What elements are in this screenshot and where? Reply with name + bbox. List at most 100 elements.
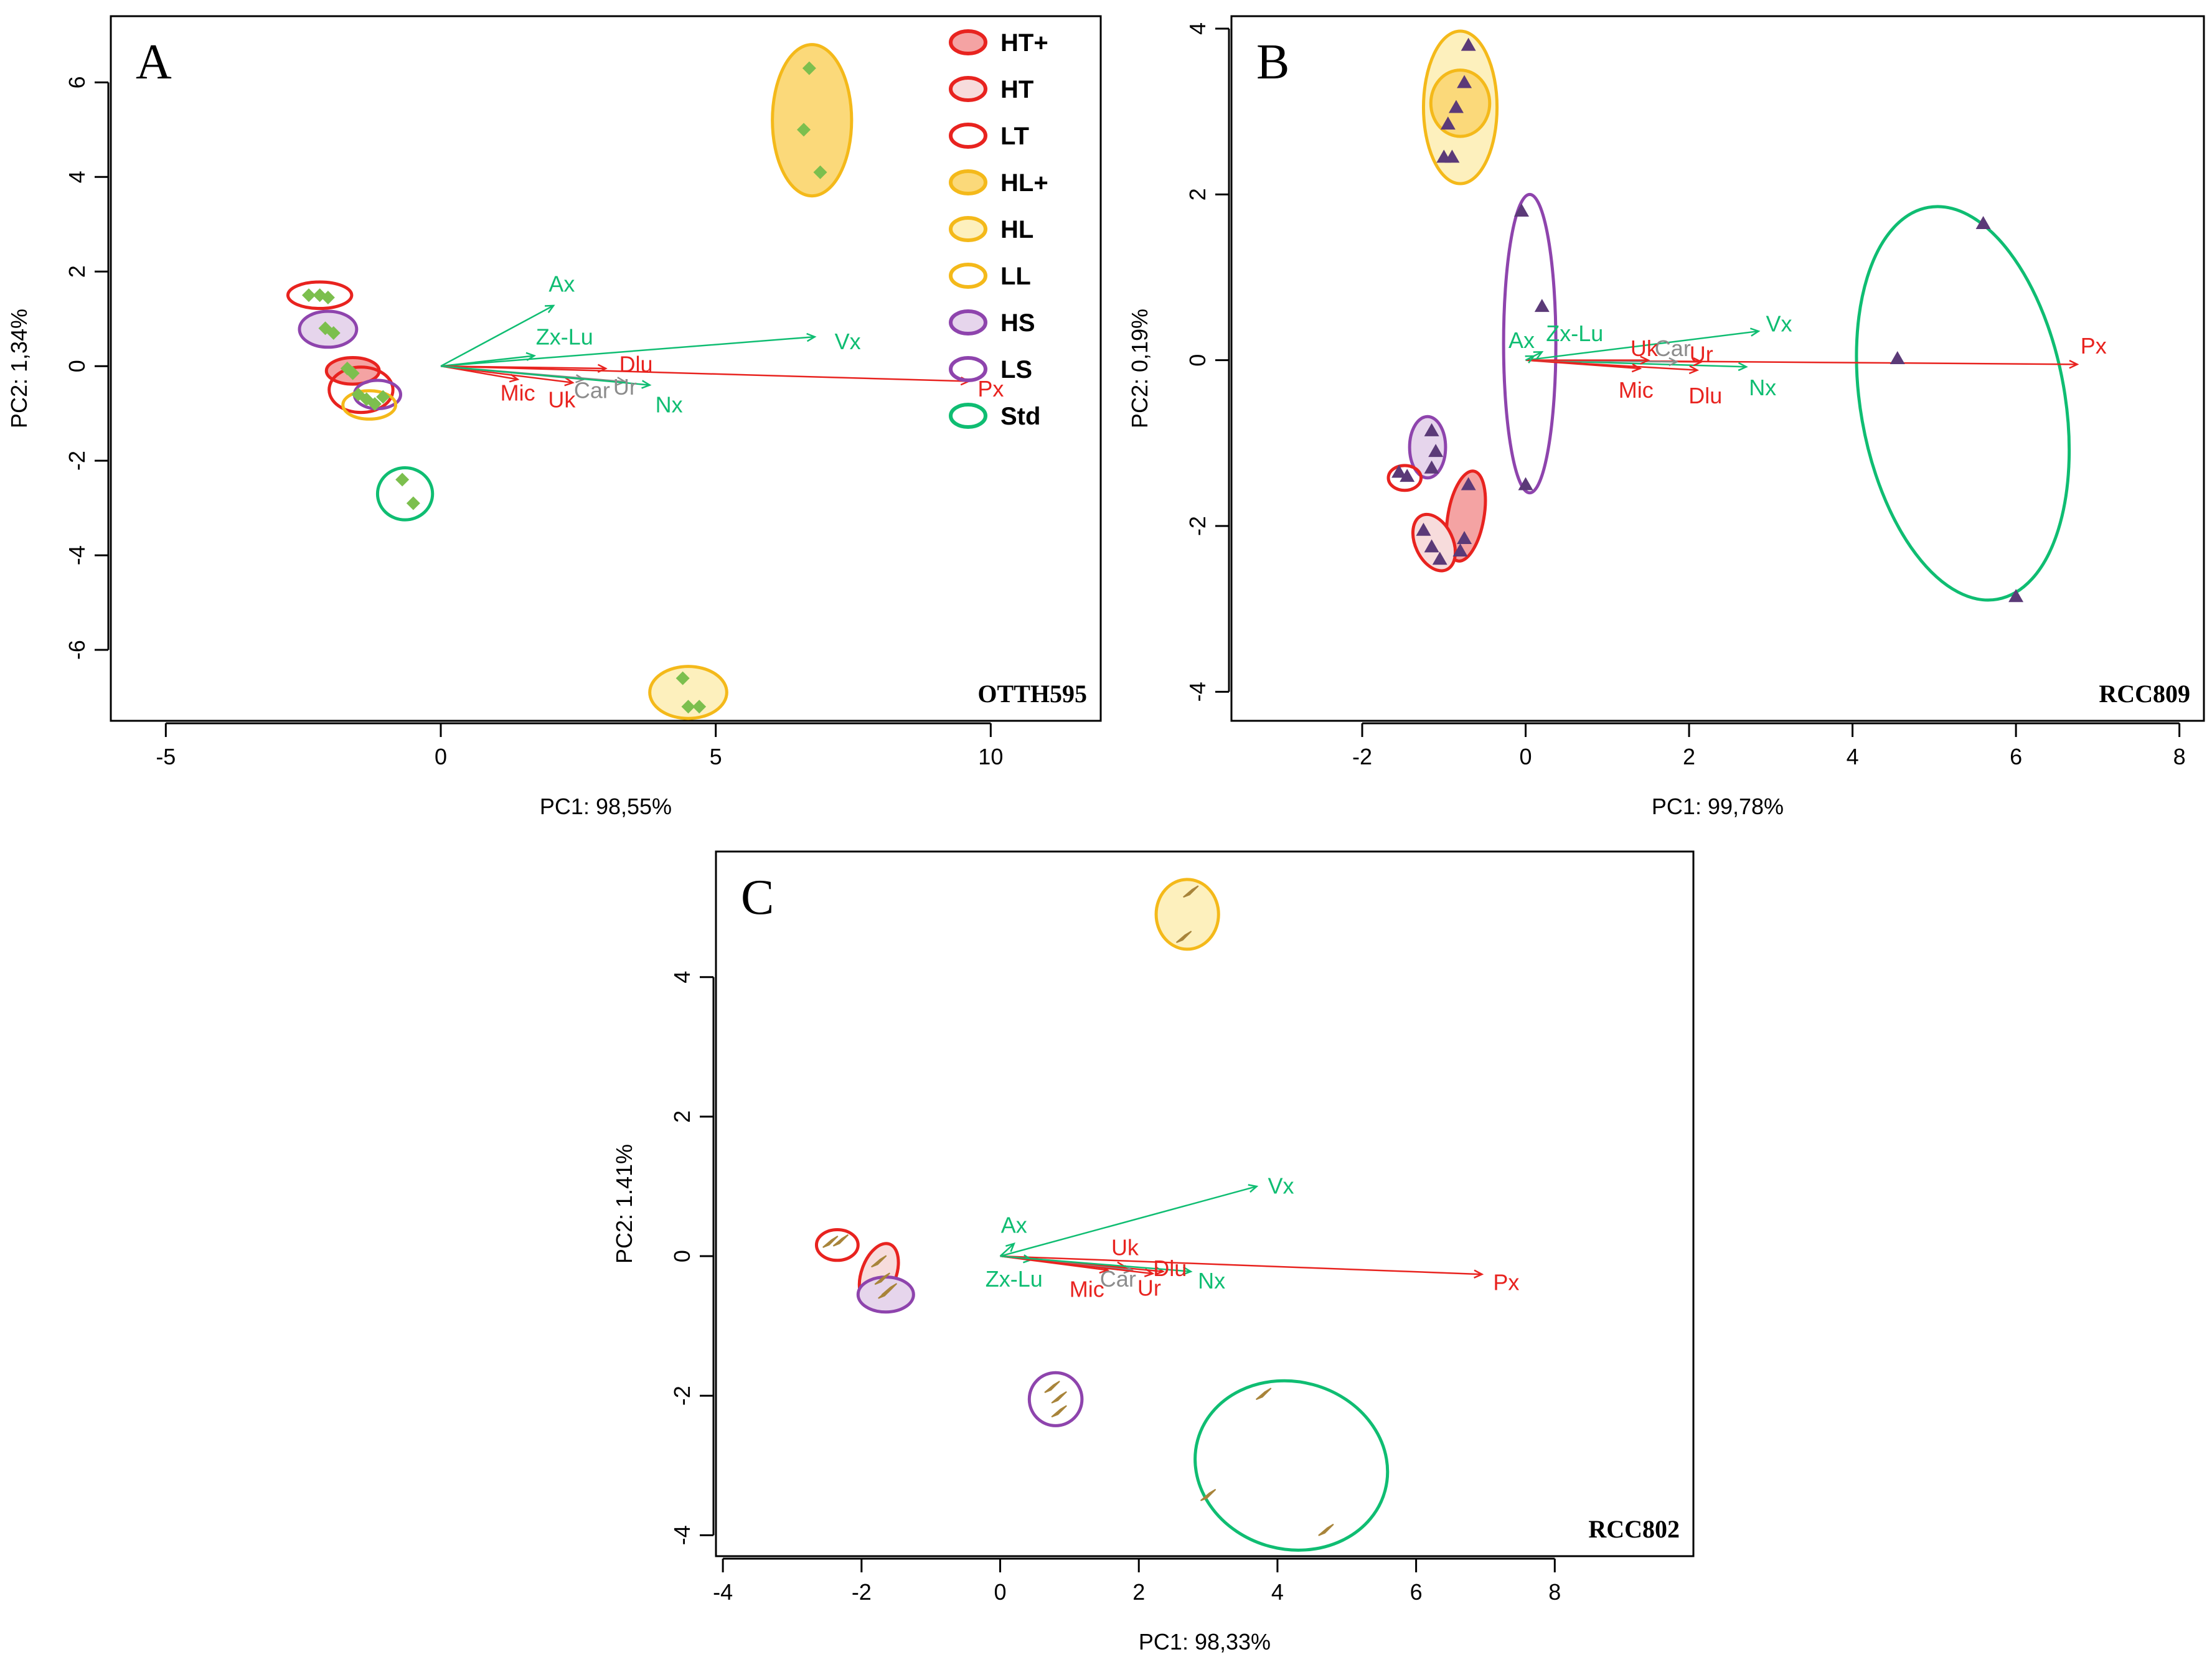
arrow-head: [1533, 351, 1544, 360]
y-tick-label: 4: [64, 171, 90, 183]
legend-item: HL: [949, 216, 1033, 243]
legend-swatch: [949, 216, 987, 242]
data-point: [802, 61, 816, 75]
ellipse-hl: [1154, 878, 1220, 951]
legend-item: Std: [949, 403, 1040, 430]
x-tick-label: 6: [2010, 744, 2022, 769]
ellipse-hl-plus: [1429, 68, 1492, 138]
loading-arrow: [440, 304, 554, 367]
strain-label: RCC809: [2099, 680, 2190, 708]
loading-label-px: Px: [1493, 1269, 1519, 1295]
data-point: [1890, 351, 1905, 365]
loading-label-mic: Mic: [1619, 377, 1654, 403]
data-point: [1975, 215, 1991, 229]
x-tick-label: -4: [713, 1579, 733, 1605]
data-point: [1448, 100, 1464, 113]
ellipse-std: [375, 466, 435, 522]
legend-swatch: [949, 309, 987, 336]
legend-item: HT: [949, 76, 1033, 103]
loading-label-ax: Ax: [548, 271, 575, 297]
data-point: [1432, 552, 1447, 565]
loading-label-ur: Ur: [1137, 1275, 1161, 1300]
arrow-head: [525, 352, 537, 361]
data-point: [1318, 1523, 1334, 1536]
loading-arrow: [440, 336, 815, 367]
x-tick-label: 8: [2173, 744, 2186, 769]
ellipse-std: [1855, 205, 2071, 602]
y-tick-label: 2: [669, 1110, 695, 1123]
y-tick-label: 0: [1185, 354, 1210, 367]
y-axis: -6 -4 -2 0 2 4 6 PC2: 1,34%: [6, 76, 110, 660]
data-point: [326, 326, 341, 340]
data-point: [1440, 116, 1456, 130]
loading-arrow: [1000, 1185, 1257, 1257]
loading-label-car: Car: [1100, 1266, 1136, 1292]
plot-frame: [1230, 15, 2205, 722]
y-tick-label: -4: [669, 1525, 695, 1545]
plot-frame: [715, 850, 1695, 1557]
arrow-head: [1182, 1266, 1193, 1275]
legend-swatch: [949, 356, 987, 382]
ellipse-hl: [648, 665, 728, 720]
legend-item: HT+: [949, 29, 1048, 57]
legend-item: LT: [949, 123, 1029, 150]
panel-letter: A: [136, 35, 172, 90]
x-tick-label: 5: [710, 744, 722, 769]
loading-label-ur: Ur: [613, 374, 637, 400]
data-point: [395, 472, 410, 487]
y-tick-label: 4: [669, 971, 695, 983]
x-axis-title: PC1: 98,33%: [1139, 1629, 1271, 1655]
legend-swatch: [949, 29, 987, 55]
loading-label-mic: Mic: [501, 380, 535, 405]
arrow-head: [1640, 355, 1650, 365]
loading-label-ax: Ax: [1001, 1213, 1027, 1238]
data-point: [1457, 75, 1472, 88]
data-point: [1044, 1381, 1060, 1393]
legend-label: HL+: [1000, 169, 1048, 197]
arrow-head: [2069, 360, 2079, 369]
loading-arrow: [1000, 1255, 1191, 1272]
arrow-head: [1631, 363, 1642, 373]
loading-label-dlu: Dlu: [1153, 1256, 1187, 1281]
loading-label-uk: Uk: [1111, 1234, 1139, 1260]
loading-arrow: [440, 355, 535, 367]
y-axis: -4 -2 0 2 4 PC2: 1.41%: [611, 971, 715, 1545]
data-point: [1424, 539, 1439, 553]
data-point: [376, 390, 390, 404]
strain-label: RCC802: [1588, 1515, 1680, 1543]
data-point: [1400, 469, 1415, 482]
x-axis: -5 0 5 10 PC1: 98,55%: [156, 722, 1003, 819]
arrow-head: [616, 377, 627, 386]
data-point: [1424, 423, 1439, 436]
ellipse-ht-plus: [1445, 469, 1487, 563]
data-point: [1452, 543, 1468, 556]
data-point: [406, 496, 420, 510]
arrow-head: [509, 373, 520, 383]
arrow-head: [597, 364, 608, 373]
group-ellipses: [1386, 29, 2071, 602]
legend-swatch: [949, 403, 987, 429]
y-tick-label: 2: [64, 265, 90, 278]
x-tick-label: 4: [1847, 744, 1859, 769]
legend-label: Std: [1000, 403, 1040, 430]
arrow-head: [1248, 1184, 1259, 1193]
arrow-head: [1474, 1269, 1484, 1279]
strain-label: OTTH595: [977, 680, 1087, 708]
loading-label-dlu: Dlu: [619, 352, 653, 377]
loading-label-car: Car: [574, 378, 610, 403]
data-point: [1183, 885, 1199, 898]
data-point: [1461, 37, 1476, 51]
loading-label-zx-lu: Zx-Lu: [536, 324, 593, 350]
x-tick-label: 0: [435, 744, 447, 769]
y-tick-label: -6: [64, 640, 90, 660]
loading-label-nx: Nx: [1198, 1268, 1225, 1293]
arrow-head: [564, 377, 575, 387]
data-point: [1436, 149, 1452, 163]
loading-label-zx-lu: Zx-Lu: [986, 1266, 1043, 1292]
data-point: [1461, 477, 1476, 491]
x-tick-label: 0: [1520, 744, 1532, 769]
loading-label-nx: Nx: [1749, 375, 1776, 400]
loading-label-nx: Nx: [656, 392, 683, 417]
plot-frame: [110, 15, 1102, 722]
